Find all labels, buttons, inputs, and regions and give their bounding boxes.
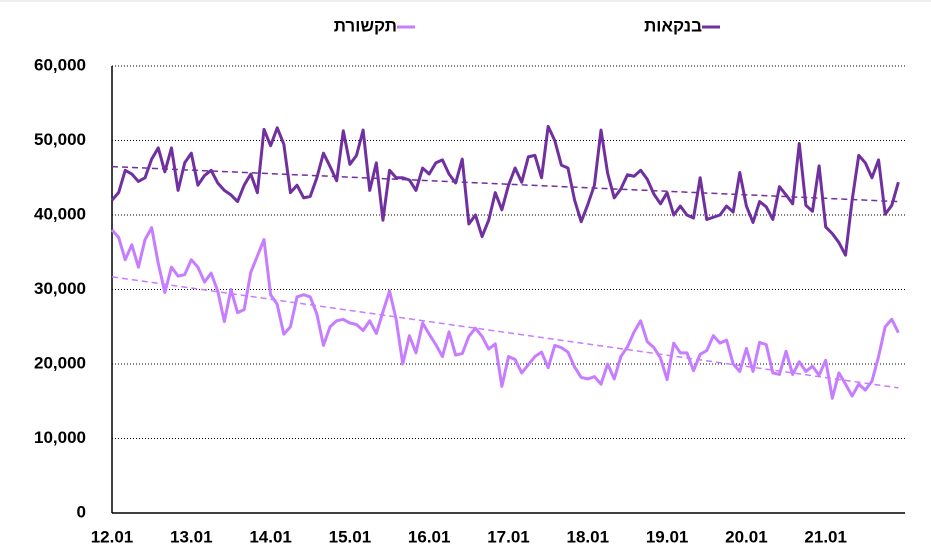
y-tick-label: 60,000	[34, 55, 86, 74]
series-line	[110, 124, 900, 257]
x-tick-label: 20.01	[725, 527, 768, 546]
x-tick-label: 14.01	[249, 527, 292, 546]
y-tick-label: 10,000	[34, 428, 86, 447]
x-tick-label: 18.01	[567, 527, 610, 546]
x-tick-label: 17.01	[487, 527, 530, 546]
x-tick-label: 19.01	[646, 527, 689, 546]
x-tick-label: 13.01	[170, 527, 213, 546]
x-tick-label: 21.01	[804, 527, 847, 546]
y-tick-label: 30,000	[34, 279, 86, 298]
legend-label: בנקאות	[644, 16, 702, 35]
y-tick-label: 50,000	[34, 130, 86, 149]
y-tick-label: 0	[77, 502, 86, 521]
trend-line	[111, 276, 899, 389]
y-tick-label: 40,000	[34, 204, 86, 223]
trend-line	[111, 165, 899, 203]
x-tick-label: 15.01	[329, 527, 372, 546]
x-tick-label: 16.01	[408, 527, 451, 546]
legend-label: תקשורת	[334, 16, 397, 35]
x-tick-label: 12.01	[91, 527, 134, 546]
series-line	[110, 226, 900, 400]
y-tick-label: 20,000	[34, 353, 86, 372]
